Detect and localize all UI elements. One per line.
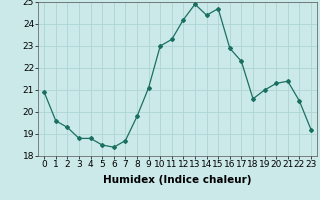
X-axis label: Humidex (Indice chaleur): Humidex (Indice chaleur) bbox=[103, 175, 252, 185]
